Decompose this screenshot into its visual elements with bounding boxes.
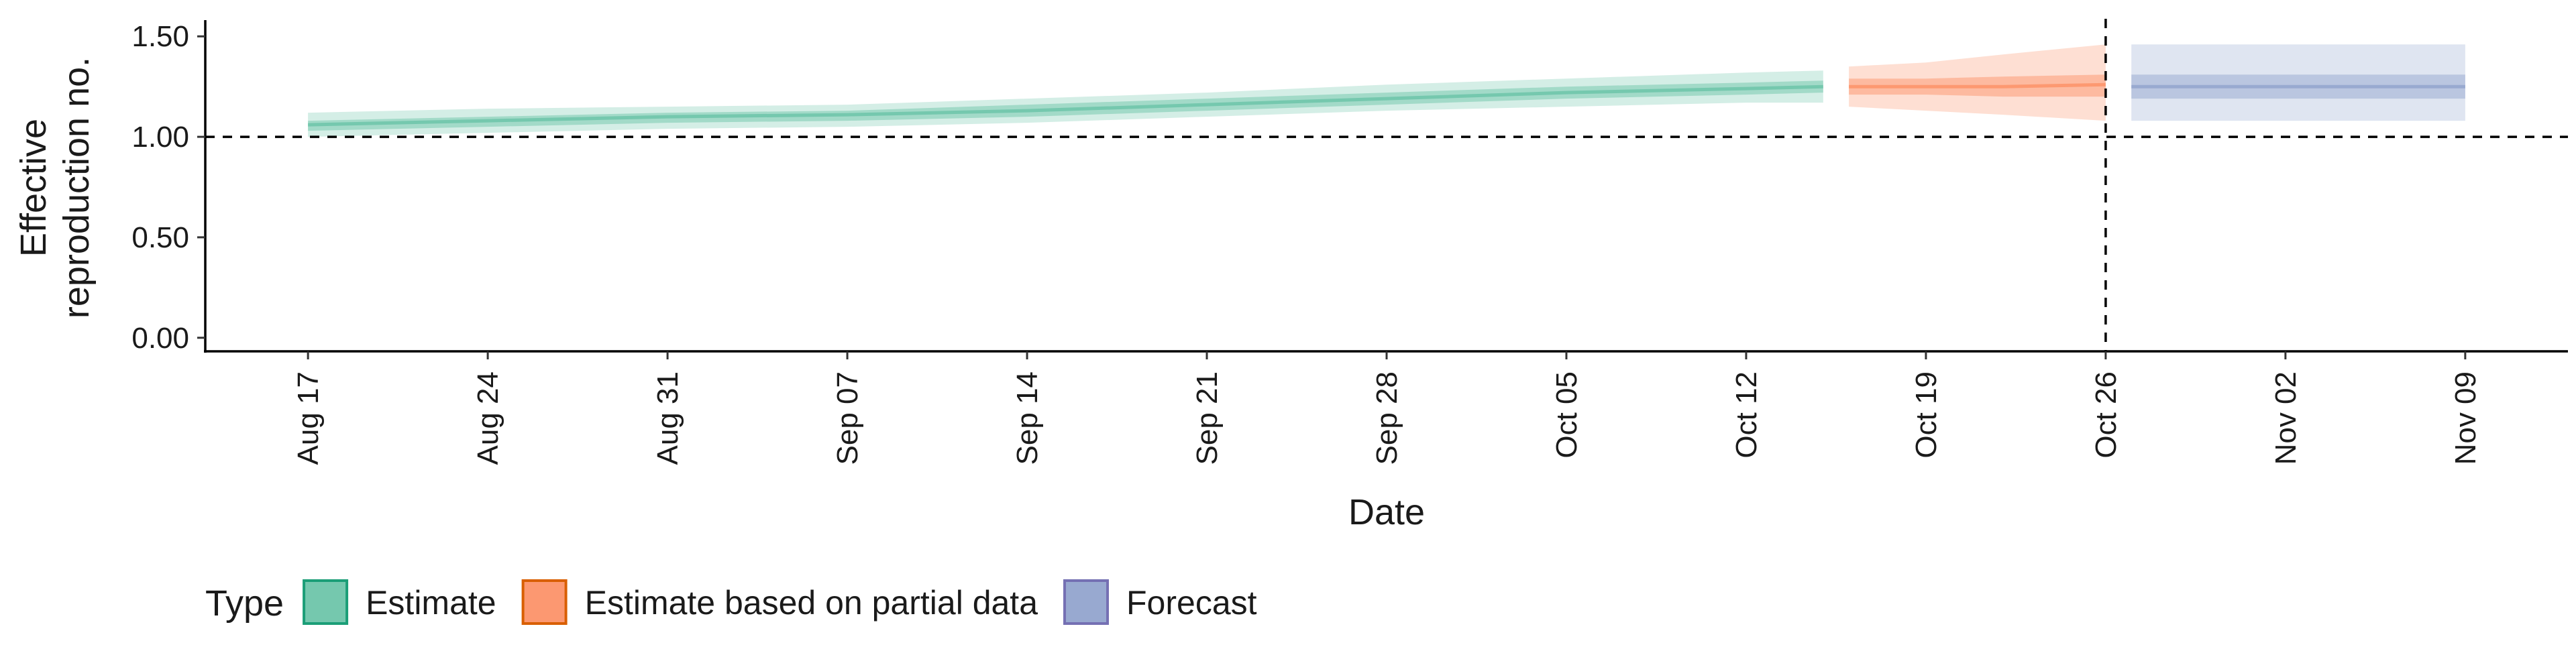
x-tick-label: Aug 31 [651, 371, 684, 465]
y-axis-title-line-2: reproduction no. [56, 57, 97, 318]
x-tick-label: Sep 28 [1371, 371, 1403, 465]
legend-swatch-2 [1065, 581, 1108, 624]
x-tick-label: Oct 05 [1550, 371, 1583, 459]
x-tick-label: Nov 09 [2449, 371, 2482, 465]
x-tick-label: Aug 17 [292, 371, 325, 465]
y-tick-label: 1.00 [131, 121, 189, 154]
x-tick-label: Oct 12 [1730, 371, 1763, 459]
legend-swatch-1 [523, 581, 566, 624]
x-tick-label: Sep 14 [1011, 371, 1044, 465]
x-tick-label: Sep 07 [831, 371, 864, 465]
x-tick-label: Sep 21 [1191, 371, 1224, 465]
legend-title: Type [205, 583, 284, 624]
y-tick-label: 0.00 [131, 322, 189, 355]
x-tick-label: Nov 02 [2269, 371, 2302, 465]
x-axis-title: Date [1348, 492, 1425, 532]
legend-label: Estimate based on partial data [585, 584, 1038, 622]
y-tick-label: 0.50 [131, 221, 189, 254]
y-axis-title-line-1: Effective [13, 119, 54, 257]
legend-label: Forecast [1126, 584, 1257, 622]
x-tick-label: Oct 19 [1910, 371, 1943, 459]
x-tick-label: Aug 24 [472, 371, 504, 465]
x-tick-label: Oct 26 [2090, 371, 2123, 459]
legend-label: Estimate [366, 584, 496, 622]
legend-swatch-0 [304, 581, 347, 624]
y-tick-label: 1.50 [131, 20, 189, 53]
